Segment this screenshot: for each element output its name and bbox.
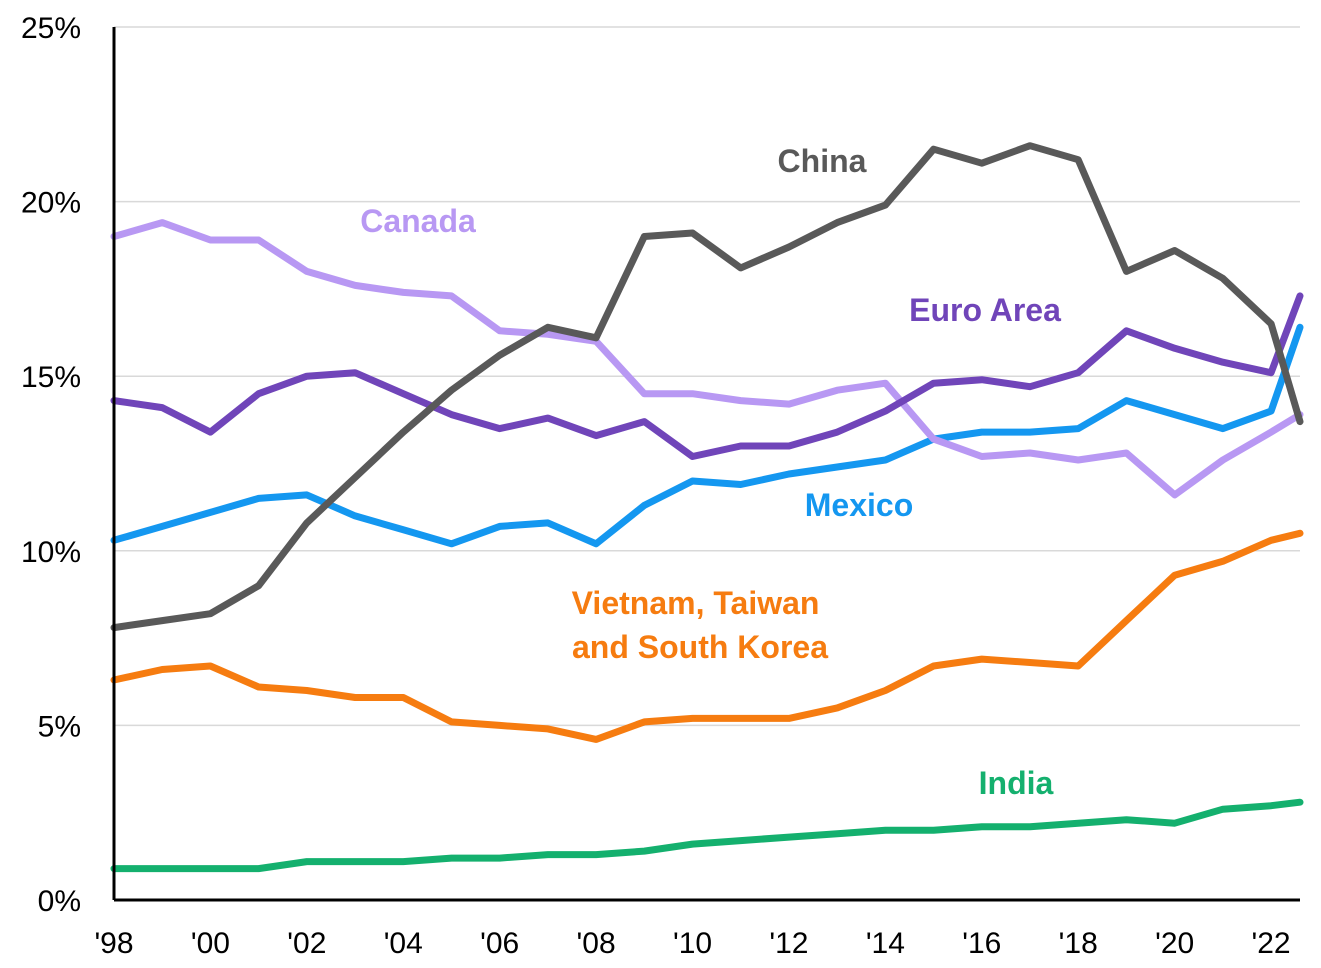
y-tick-labels: 0% 5% 10% 15% 20% 25%: [21, 12, 81, 918]
y-tick-label: 0%: [38, 885, 81, 918]
series-label-euro-area: Euro Area: [909, 292, 1061, 328]
series-label-mexico: Mexico: [805, 487, 913, 523]
y-tick-label: 5%: [38, 710, 81, 743]
series-label-canada: Canada: [360, 203, 476, 239]
x-tick-label: '10: [673, 927, 712, 960]
x-tick-label: '04: [384, 927, 423, 960]
series-label-china: China: [778, 143, 867, 179]
x-tick-label: '16: [962, 927, 1001, 960]
axes: [112, 27, 1300, 902]
series-line-euro-area: [110, 292, 1304, 460]
x-tick-labels: '98 '00 '02 '04 '06 '08 '10 '12 '14 '16 '18 '20 '22: [94, 927, 1290, 960]
series-line-vietnam-taiwan-and-south-korea: [110, 529, 1304, 743]
y-tick-label: 15%: [21, 361, 81, 394]
x-tick-label: '12: [769, 927, 808, 960]
y-tick-label: 25%: [21, 12, 81, 45]
series-lines: [110, 142, 1304, 873]
x-tick-label: '14: [866, 927, 905, 960]
series-line-india: [110, 798, 1304, 873]
vts-label-line-1: Vietnam, Taiwan: [572, 585, 820, 621]
series-label-vietnam-taiwan-south-korea: Vietnam, Taiwan and South Korea: [572, 585, 829, 665]
vts-label-line-2: and South Korea: [572, 629, 828, 665]
x-tick-label: '18: [1059, 927, 1098, 960]
series-line-china: [110, 142, 1304, 632]
x-tick-label: '22: [1252, 927, 1291, 960]
x-tick-label: '98: [94, 927, 133, 960]
y-tick-label: 20%: [21, 187, 81, 220]
x-tick-label: '00: [191, 927, 230, 960]
series-label-india: India: [979, 765, 1054, 801]
y-tick-label: 10%: [21, 536, 81, 569]
series-line-canada: [110, 219, 1304, 499]
x-tick-label: '08: [577, 927, 616, 960]
x-tick-label: '02: [287, 927, 326, 960]
series-labels: China Canada Euro Area Mexico Vietnam, T…: [360, 143, 1061, 801]
x-tick-label: '20: [1155, 927, 1194, 960]
x-tick-label: '06: [480, 927, 519, 960]
series-line-mexico: [110, 323, 1304, 548]
